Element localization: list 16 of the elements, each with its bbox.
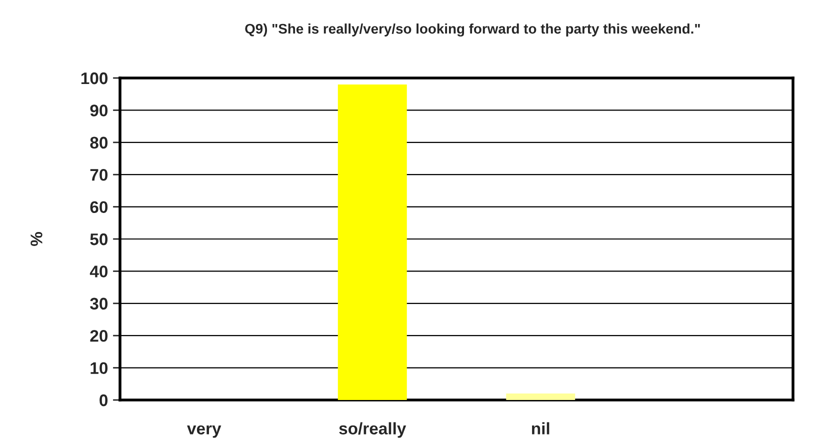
x-tick-label: very [187, 425, 222, 438]
y-tick-label: 20 [90, 330, 108, 342]
x-tick-label: so/really [339, 422, 406, 438]
y-tick-label: 60 [90, 201, 108, 214]
y-tick-label: 40 [90, 266, 108, 278]
y-axis-title: % [30, 232, 42, 246]
y-tick-label: 70 [90, 169, 108, 181]
y-tick-label: 100 [81, 72, 108, 84]
y-tick-label: 80 [90, 136, 108, 149]
y-tick-label: 50 [90, 233, 108, 246]
y-tick-label: 10 [90, 362, 108, 374]
y-tick-label: 90 [90, 104, 108, 116]
x-tick-label: nil [532, 422, 550, 434]
y-tick-label: 30 [90, 298, 108, 310]
chart-title: Q9) "She is really/very/so looking forward to the party this weekend." [245, 23, 700, 37]
y-tick-label: 0 [100, 394, 108, 406]
